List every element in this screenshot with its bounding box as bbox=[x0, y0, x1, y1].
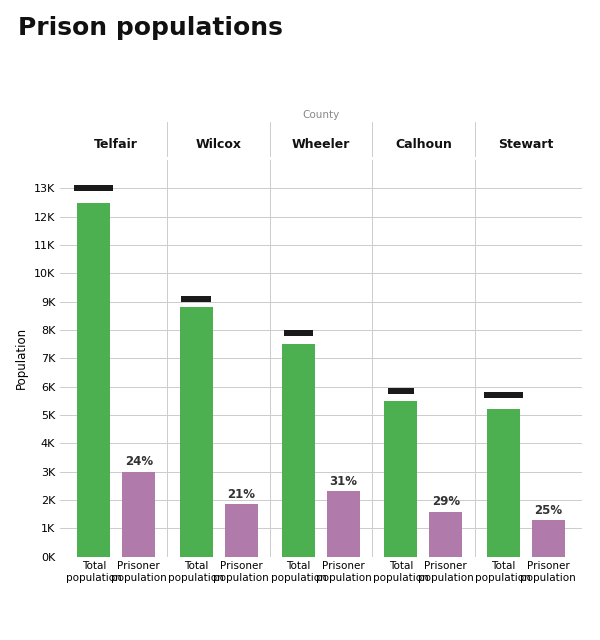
Bar bbox=[487, 410, 520, 557]
Bar bbox=[77, 202, 110, 557]
Text: County: County bbox=[302, 110, 340, 120]
Text: Stewart: Stewart bbox=[498, 138, 553, 151]
Text: Wilcox: Wilcox bbox=[196, 138, 242, 151]
Bar bbox=[122, 472, 155, 557]
FancyBboxPatch shape bbox=[74, 185, 113, 191]
Text: 31%: 31% bbox=[329, 474, 358, 488]
Bar bbox=[327, 491, 360, 557]
Text: Calhoun: Calhoun bbox=[395, 138, 452, 151]
Text: 21%: 21% bbox=[227, 488, 255, 501]
Bar bbox=[532, 520, 565, 557]
FancyBboxPatch shape bbox=[284, 330, 313, 336]
Bar bbox=[180, 307, 212, 557]
Text: Prison populations: Prison populations bbox=[18, 16, 283, 40]
Text: Telfair: Telfair bbox=[94, 138, 138, 151]
Text: Wheeler: Wheeler bbox=[292, 138, 350, 151]
Text: 24%: 24% bbox=[125, 456, 153, 468]
FancyBboxPatch shape bbox=[181, 296, 211, 302]
Bar bbox=[430, 511, 462, 557]
Text: 29%: 29% bbox=[432, 495, 460, 508]
Text: 25%: 25% bbox=[534, 504, 562, 516]
Bar bbox=[225, 504, 257, 557]
Y-axis label: Population: Population bbox=[15, 327, 28, 390]
FancyBboxPatch shape bbox=[388, 388, 414, 394]
Bar bbox=[385, 401, 417, 557]
Bar bbox=[282, 344, 315, 557]
FancyBboxPatch shape bbox=[484, 392, 523, 398]
